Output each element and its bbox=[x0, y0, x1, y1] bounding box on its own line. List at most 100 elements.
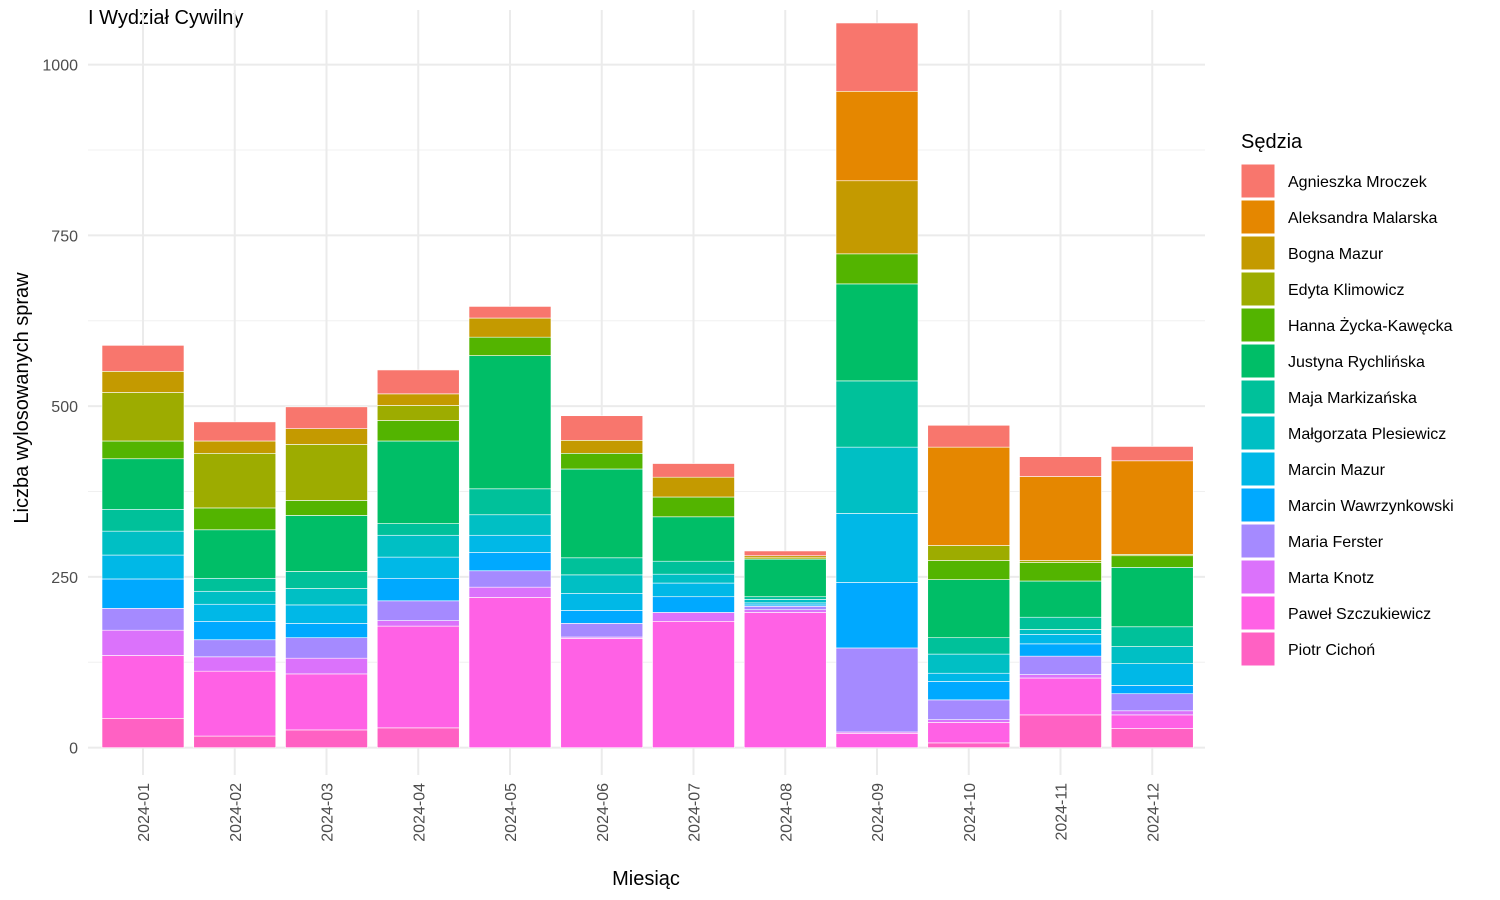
bar-segment bbox=[376, 620, 460, 627]
bar-segment bbox=[652, 596, 735, 613]
legend-label: Bogna Mazur bbox=[1288, 246, 1384, 263]
legend-label: Aleksandra Malarska bbox=[1288, 210, 1438, 227]
bar-segment bbox=[560, 440, 644, 454]
bar-segment bbox=[1019, 560, 1102, 563]
bar-segment bbox=[468, 355, 552, 490]
x-tick-label: 2024-10 bbox=[962, 783, 979, 842]
legend: Sędzia Agnieszka Mroczek Aleksandra Malar… bbox=[1240, 131, 1454, 667]
bar-segment bbox=[1019, 580, 1102, 618]
bar-segment bbox=[193, 656, 277, 672]
bar-segment bbox=[193, 639, 277, 658]
bar-segment bbox=[652, 516, 735, 562]
bar-segment bbox=[1019, 633, 1102, 645]
bar-segment bbox=[376, 420, 460, 442]
bar-segment bbox=[101, 655, 185, 719]
bar-segment bbox=[193, 507, 277, 531]
legend-label: Marcin Mazur bbox=[1288, 462, 1386, 479]
bar-segment bbox=[285, 657, 368, 675]
bar-segment bbox=[652, 476, 735, 498]
bar-segment bbox=[835, 90, 919, 182]
legend-label: Hanna Życka-Kawęcka bbox=[1288, 316, 1453, 335]
bar-segment bbox=[468, 586, 552, 598]
bar-segment bbox=[468, 552, 552, 572]
bar-segment bbox=[1110, 710, 1194, 716]
legend-title: Sędzia bbox=[1241, 131, 1303, 153]
bar-segment bbox=[560, 557, 644, 576]
bar-segment bbox=[835, 582, 919, 649]
bar-segment bbox=[1110, 626, 1194, 647]
legend-label: Maja Markizańska bbox=[1288, 390, 1417, 407]
bar-segment bbox=[652, 463, 735, 478]
legend-swatch bbox=[1240, 271, 1276, 307]
bar-segment bbox=[376, 440, 460, 524]
bar-segment bbox=[835, 283, 919, 382]
legend-item: Bogna Mazur bbox=[1240, 235, 1384, 271]
bar-stack-2024-05 bbox=[468, 306, 552, 748]
x-axis: 2024-01 2024-02 2024-03 2024-04 2024-05 2024-… bbox=[136, 783, 1162, 842]
y-tick-label: 250 bbox=[51, 570, 78, 587]
x-tick-label: 2024-03 bbox=[320, 783, 337, 842]
bar-segment bbox=[560, 452, 644, 470]
bar-segment bbox=[193, 603, 277, 622]
bar-segment bbox=[101, 392, 185, 442]
bar-segment bbox=[652, 560, 735, 575]
bar-segment bbox=[927, 579, 1011, 639]
bar-segment bbox=[193, 440, 277, 454]
bar-segment bbox=[743, 599, 827, 604]
bar-segment bbox=[285, 588, 368, 606]
bar-segment bbox=[560, 623, 644, 638]
bar-stack-2024-11 bbox=[1019, 456, 1102, 748]
legend-label: Justyna Rychlińska bbox=[1288, 354, 1425, 371]
bar-stack-2024-02 bbox=[193, 421, 277, 748]
bar-segment bbox=[927, 560, 1011, 580]
legend-item: Justyna Rychlińska bbox=[1240, 343, 1425, 379]
legend-label: Agnieszka Mroczek bbox=[1288, 174, 1428, 191]
bar-segment bbox=[376, 405, 460, 421]
legend-swatch bbox=[1240, 595, 1276, 631]
bar-segment bbox=[1019, 562, 1102, 582]
bar-segment bbox=[376, 369, 460, 395]
bar-segment bbox=[927, 699, 1011, 720]
bar-segment bbox=[468, 317, 552, 338]
bar-segment bbox=[560, 610, 644, 624]
bar-segment bbox=[285, 729, 368, 748]
legend-item: Maria Ferster bbox=[1240, 523, 1384, 559]
bar-segment bbox=[376, 577, 460, 602]
legend-swatch bbox=[1240, 379, 1276, 415]
bar-segment bbox=[285, 623, 368, 639]
bar-segment bbox=[652, 496, 735, 518]
x-tick-label: 2024-08 bbox=[778, 783, 795, 842]
legend-swatch bbox=[1240, 163, 1276, 199]
bar-segment bbox=[193, 529, 277, 579]
y-tick-label: 750 bbox=[51, 228, 78, 245]
bar-segment bbox=[560, 574, 644, 594]
bar-segment bbox=[101, 458, 185, 510]
bar-segment bbox=[1110, 646, 1194, 664]
bar-stack-2024-09 bbox=[835, 22, 919, 748]
bar-segment bbox=[101, 345, 185, 372]
bar-segment bbox=[285, 571, 368, 589]
bar-segment bbox=[101, 554, 185, 580]
bar-stack-2024-07 bbox=[652, 463, 735, 748]
legend-label: Edyta Klimowicz bbox=[1288, 282, 1404, 299]
bar-segment bbox=[835, 22, 919, 92]
bar-segment bbox=[285, 406, 368, 430]
legend-swatch bbox=[1240, 559, 1276, 595]
bar-stack-2024-03 bbox=[285, 406, 368, 748]
legend-item: Edyta Klimowicz bbox=[1240, 271, 1404, 307]
y-tick-label: 1000 bbox=[42, 58, 78, 75]
bar-segment bbox=[468, 488, 552, 516]
bar-segment bbox=[101, 440, 185, 460]
bar-segment bbox=[193, 421, 277, 442]
bar-segment bbox=[743, 612, 827, 748]
bar-segment bbox=[101, 629, 185, 656]
legend-item: Hanna Życka-Kawęcka bbox=[1240, 307, 1453, 343]
bar-segment bbox=[1110, 714, 1194, 729]
bar-segment bbox=[101, 530, 185, 556]
bar-segment bbox=[468, 570, 552, 588]
bar-segment bbox=[560, 593, 644, 611]
bar-segment bbox=[1019, 677, 1102, 716]
bar-segment bbox=[1110, 567, 1194, 628]
legend-item: Maja Markizańska bbox=[1240, 379, 1417, 415]
